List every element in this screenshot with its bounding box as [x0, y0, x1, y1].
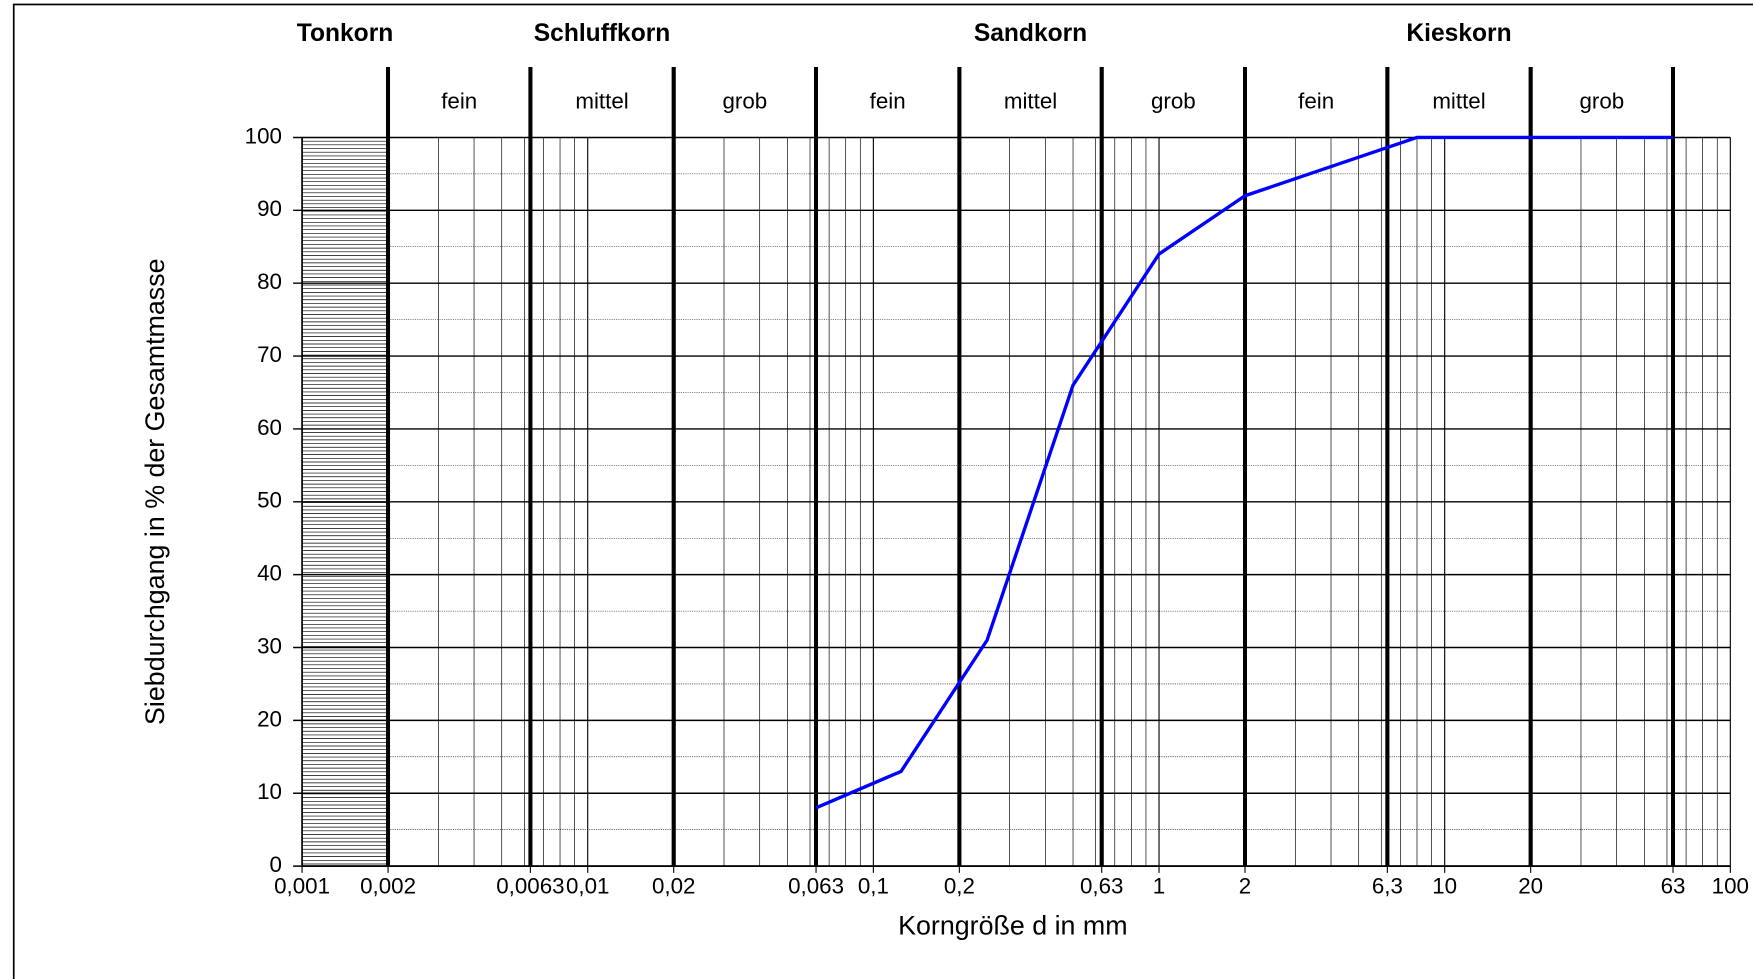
y-axis-label: Siebdurchgang in % der Gesamtmasse: [140, 258, 170, 724]
x-tick-label: 20: [1518, 873, 1543, 898]
zone-label: Kieskorn: [1406, 20, 1511, 47]
y-tick-label: 0: [270, 852, 282, 877]
zone-label: Tonkorn: [297, 20, 393, 47]
x-tick-label: 63: [1661, 873, 1686, 898]
x-tick-label: 10: [1432, 873, 1457, 898]
frame: [12, 3, 1753, 979]
y-tick-label: 20: [257, 706, 282, 731]
x-tick-label: 6,3: [1372, 873, 1403, 898]
subzone-label: mittel: [1004, 89, 1057, 114]
y-tick-label: 60: [257, 415, 282, 440]
subzone-label: mittel: [1432, 89, 1485, 114]
y-tick-label: 70: [257, 342, 282, 367]
x-tick-label: 0,001: [274, 873, 330, 898]
y-tick-label: 80: [257, 269, 282, 294]
y-tick-label: 10: [257, 779, 282, 804]
x-tick-label: 2: [1239, 873, 1251, 898]
subzone-label: fein: [870, 89, 906, 114]
y-tick-label: 30: [257, 633, 282, 658]
x-tick-label: 0,1: [858, 873, 889, 898]
subzone-label: mittel: [575, 89, 628, 114]
x-tick-label: 0,02: [652, 873, 696, 898]
x-tick-label: 0,01: [566, 873, 609, 898]
y-tick-label: 100: [245, 123, 282, 148]
x-tick-label: 0,0063: [496, 873, 564, 898]
x-tick-label: 0,63: [1080, 873, 1124, 898]
subzone-label: fein: [1298, 89, 1334, 114]
x-tick-label: 0,002: [360, 873, 416, 898]
y-tick-label: 40: [257, 561, 282, 586]
x-tick-label: 0,2: [944, 873, 975, 898]
zone-label: Sandkorn: [974, 20, 1087, 47]
data-line: [815, 135, 1674, 810]
subzone-label: grob: [723, 89, 768, 114]
x-axis-label: Korngröße d in mm: [898, 911, 1127, 941]
subzone-label: grob: [1151, 89, 1196, 114]
x-tick-label: 100: [1712, 873, 1749, 898]
zone-label: Schluffkorn: [534, 20, 671, 47]
y-tick-label: 50: [257, 488, 282, 513]
x-tick-label: 0,063: [788, 873, 844, 898]
subzone-label: fein: [441, 89, 477, 114]
y-tick-label: 90: [257, 196, 282, 221]
x-tick-label: 1: [1153, 873, 1165, 898]
subzone-label: grob: [1579, 89, 1624, 114]
